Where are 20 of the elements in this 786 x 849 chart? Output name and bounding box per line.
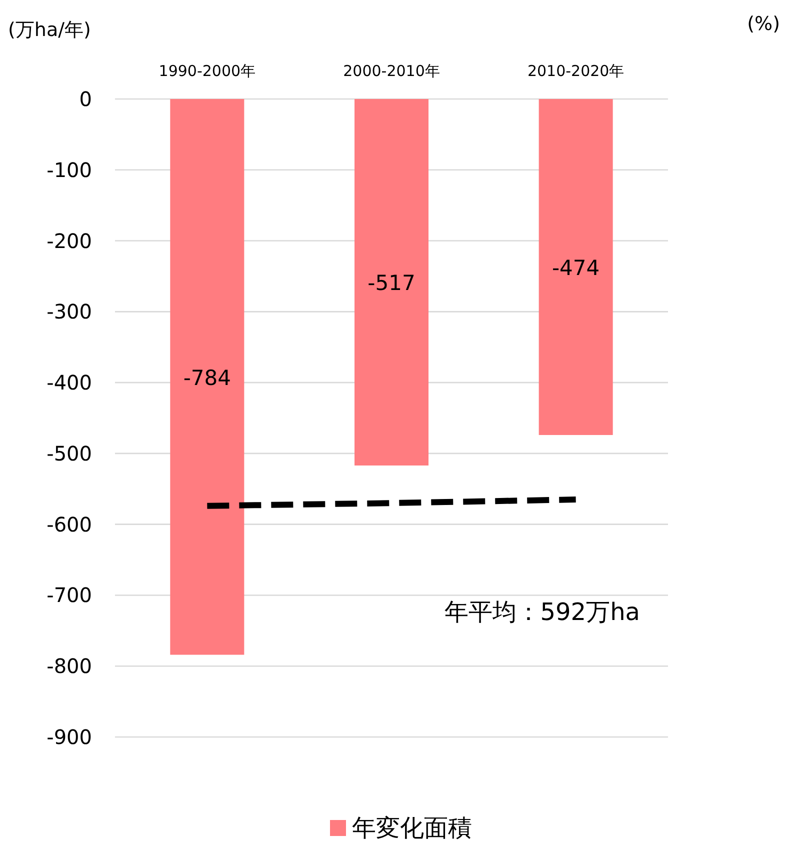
ytick: -600 [46,512,92,536]
legend-label: 年変化面積 [352,814,472,842]
x-tick-label: 2010-2020年 [527,62,624,80]
y2-axis-title: (%) [747,13,780,35]
ytick: 0 [79,87,92,111]
annotation: 年平均：592万ha [444,598,640,626]
y-axis-title: (万ha/年) [8,19,91,41]
data-label: -517 [368,271,416,296]
ytick: -500 [46,441,92,466]
x-tick-label: 1990-2000年 [158,62,256,80]
ytick: -200 [46,228,92,253]
ytick: -800 [46,654,92,678]
ytick: -400 [46,370,92,395]
x-tick-label: 2000-2010年 [343,62,440,80]
ytick: -900 [46,725,92,749]
data-label: -784 [183,366,232,390]
data-label: -474 [552,256,600,280]
ytick: -300 [46,300,92,324]
ytick: -100 [46,158,92,182]
ytick: -700 [46,583,92,608]
